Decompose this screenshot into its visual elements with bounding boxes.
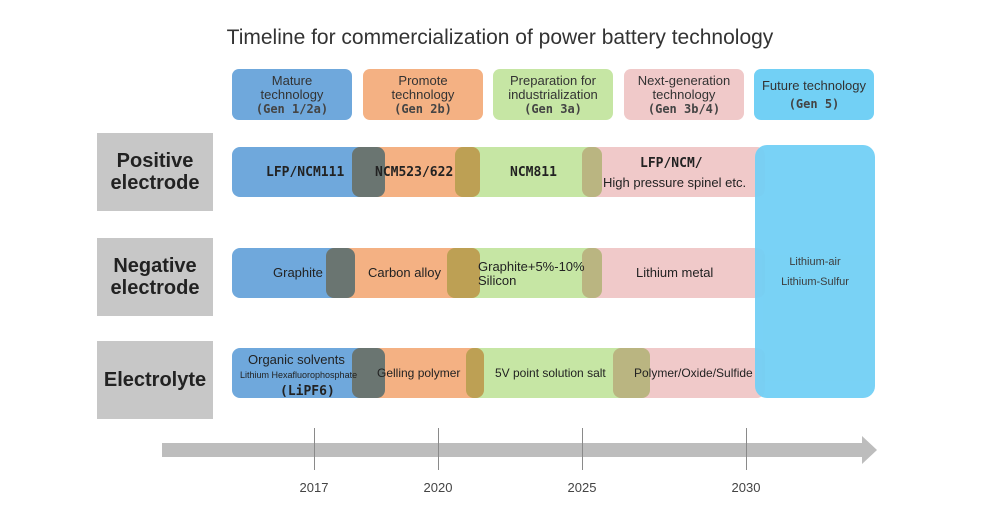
tick-2030 bbox=[746, 428, 747, 470]
item-label: Organic solvents bbox=[248, 352, 345, 367]
tick-2025 bbox=[582, 428, 583, 470]
future-technology-box: Lithium-air Lithium-Sulfur bbox=[755, 145, 875, 398]
item-label: Graphite bbox=[273, 265, 323, 280]
year-label: 2030 bbox=[731, 480, 761, 495]
item-label: Polymer/Oxide/Sulfide bbox=[634, 366, 753, 380]
timeline-arrow-shaft bbox=[162, 443, 864, 457]
stage-promote: Promote technology (Gen 2b) bbox=[363, 69, 483, 120]
stage-label: Future technology bbox=[761, 77, 867, 93]
segment-next-generation bbox=[582, 248, 765, 298]
item-label: NCM811 bbox=[510, 165, 557, 180]
segment-preparation bbox=[455, 147, 602, 197]
stage-mature: Mature technology (Gen 1/2a) bbox=[232, 69, 352, 120]
item-label: 5V point solution salt bbox=[495, 366, 606, 380]
diagram-title: Timeline for commercialization of power … bbox=[226, 26, 774, 49]
item-label: Carbon alloy bbox=[368, 265, 441, 280]
stage-gen: (Gen 1/2a) bbox=[255, 101, 329, 116]
year-label: 2020 bbox=[423, 480, 453, 495]
tick-2017 bbox=[314, 428, 315, 470]
item-label: NCM523/622 bbox=[375, 165, 454, 180]
timeline-arrow-head bbox=[862, 436, 877, 464]
item-label: LFP/NCM111 bbox=[266, 165, 345, 180]
stage-future: Future technology (Gen 5) bbox=[754, 69, 874, 120]
stage-gen: (Gen 5) bbox=[788, 96, 840, 111]
item-label: Lithium Hexafluorophosphate bbox=[240, 370, 358, 380]
stage-label: Preparation for industrialization bbox=[508, 72, 598, 102]
future-item: Lithium-air bbox=[789, 255, 841, 268]
segment-next-generation bbox=[582, 147, 765, 197]
stage-gen: (Gen 2b) bbox=[394, 101, 452, 116]
segment-promote bbox=[352, 348, 484, 398]
tick-2020 bbox=[438, 428, 439, 470]
stage-gen: (Gen 3b/4) bbox=[647, 101, 721, 116]
row-label-electrolyte: Electrolyte bbox=[97, 341, 213, 419]
stage-next-generation: Next-generation technology (Gen 3b/4) bbox=[624, 69, 744, 120]
stage-label: Mature technology bbox=[260, 72, 324, 102]
item-label: Lithium metal bbox=[636, 265, 714, 280]
stage-label: Promote technology bbox=[391, 72, 455, 102]
year-label: 2017 bbox=[299, 480, 329, 495]
segment-next-generation bbox=[613, 348, 765, 398]
item-label: Silicon bbox=[478, 273, 517, 288]
item-label: LFP/NCM/ bbox=[640, 156, 703, 171]
stage-preparation: Preparation for industrialization (Gen 3a… bbox=[493, 69, 613, 120]
row-label-negative: Negative electrode bbox=[97, 238, 213, 316]
row-label-positive: Positive electrode bbox=[97, 133, 213, 211]
item-label: Gelling polymer bbox=[377, 366, 461, 380]
segment-preparation bbox=[447, 248, 602, 298]
item-label: Graphite+5%-10% bbox=[478, 259, 585, 274]
stage-gen: (Gen 3a) bbox=[524, 101, 582, 116]
future-item: Lithium-Sulfur bbox=[781, 275, 849, 288]
item-label: (LiPF6) bbox=[280, 384, 335, 399]
year-label: 2025 bbox=[567, 480, 597, 495]
item-label: High pressure spinel etc. bbox=[603, 175, 747, 190]
stage-label: Next-generation technology bbox=[637, 72, 731, 102]
